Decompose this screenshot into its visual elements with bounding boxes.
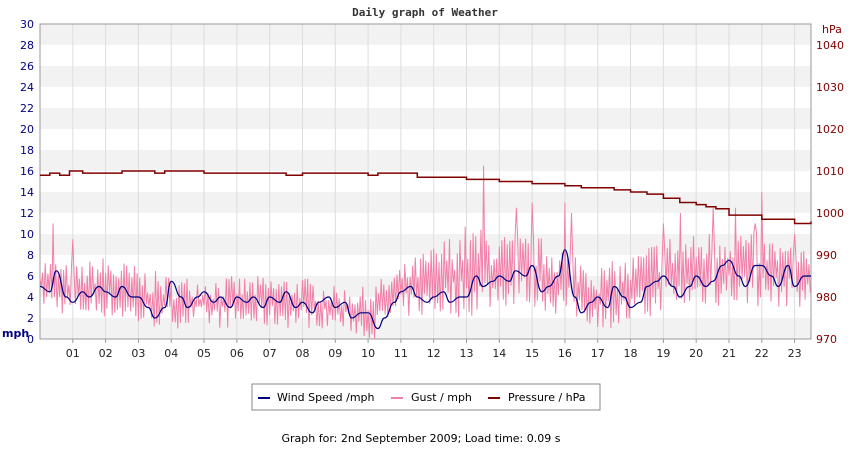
right-y-tick-label: 970 [816, 333, 837, 346]
grid-band [40, 66, 811, 87]
x-tick-label: 06 [230, 347, 244, 360]
grid-band [40, 213, 811, 234]
right-y-tick-label: 980 [816, 291, 837, 304]
legend-pressure-label: Pressure / hPa [508, 391, 586, 404]
x-tick-label: 20 [689, 347, 703, 360]
legend-box [251, 383, 601, 411]
left-y-tick-label: 4 [27, 291, 34, 304]
left-y-tick-label: 16 [20, 165, 34, 178]
right-y-tick-label: 1030 [816, 81, 844, 94]
left-y-tick-label: 2 [27, 312, 34, 325]
x-tick-label: 11 [394, 347, 408, 360]
grid-band [40, 318, 811, 339]
left-axis-unit: mph [2, 327, 29, 340]
x-tick-label: 01 [66, 347, 80, 360]
left-y-tick-label: 18 [20, 144, 34, 157]
wind-speed-series [39, 249, 811, 330]
x-axis: 01 02 03 04 05 06 07 08 09 10 11 12 13 14 15 16 17 18 19 20… [66, 339, 802, 360]
left-y-tick-label: 12 [20, 207, 34, 220]
right-axis-unit: hPa [822, 23, 842, 36]
x-tick-label: 07 [263, 347, 277, 360]
x-tick-label: 14 [492, 347, 506, 360]
left-y-tick-label: 8 [27, 249, 34, 262]
right-y-tick-label: 1040 [816, 39, 844, 52]
x-tick-label: 23 [788, 347, 802, 360]
left-y-tick-label: 22 [20, 102, 34, 115]
x-tick-label: 08 [295, 347, 309, 360]
left-y-tick-label: 20 [20, 123, 34, 136]
x-tick-label: 18 [624, 347, 638, 360]
left-y-tick-label: 14 [20, 186, 34, 199]
footer-text: Graph for: 2nd September 2009; Load time… [282, 432, 561, 445]
legend-wind-label: Wind Speed /mph [277, 391, 375, 404]
pressure-line [40, 170, 812, 225]
plot-border [39, 23, 812, 340]
wind-speed-line [39, 249, 811, 330]
x-tick-label: 03 [131, 347, 145, 360]
x-tick-label: 19 [656, 347, 670, 360]
grid-band [40, 129, 811, 150]
left-y-tick-label: 10 [20, 228, 34, 241]
x-tick-label: 22 [755, 347, 769, 360]
pressure-series [40, 170, 812, 225]
x-tick-label: 15 [525, 347, 539, 360]
x-tick-label: 21 [722, 347, 736, 360]
x-tick-label: 05 [197, 347, 211, 360]
left-y-tick-label: 26 [20, 60, 34, 73]
grid-band [40, 192, 811, 213]
grid-band [40, 171, 811, 192]
legend-gust-label: Gust / mph [411, 391, 472, 404]
grid-band [40, 297, 811, 318]
left-y-tick-label: 28 [20, 39, 34, 52]
grid-band [40, 45, 811, 66]
right-y-tick-label: 990 [816, 249, 837, 262]
x-tick-label: 16 [558, 347, 572, 360]
legend: Wind Speed /mph Gust / mph Pressure / hP… [251, 383, 601, 411]
gust-line [39, 165, 811, 340]
chart-title: Daily graph of Weather [352, 6, 498, 19]
right-y-tick-label: 1010 [816, 165, 844, 178]
left-y-tick-label: 0 [27, 333, 34, 346]
x-tick-label: 04 [164, 347, 178, 360]
grid-band [40, 108, 811, 129]
x-tick-label: 17 [591, 347, 605, 360]
right-y-axis: 970 980 990 1000 1010 1020 1030 1040 [816, 39, 844, 346]
gust-series [39, 165, 811, 340]
right-y-tick-label: 1020 [816, 123, 844, 136]
grid-band [40, 87, 811, 108]
x-tick-label: 09 [328, 347, 342, 360]
grid-band [40, 150, 811, 171]
x-tick-label: 12 [427, 347, 441, 360]
right-y-tick-label: 1000 [816, 207, 844, 220]
x-tick-label: 02 [99, 347, 113, 360]
left-y-tick-label: 30 [20, 18, 34, 31]
left-y-tick-label: 6 [27, 270, 34, 283]
grid-band [40, 24, 811, 45]
grid-band [40, 234, 811, 255]
x-tick-label: 13 [460, 347, 474, 360]
left-y-tick-label: 24 [20, 81, 34, 94]
x-tick-label: 10 [361, 347, 375, 360]
